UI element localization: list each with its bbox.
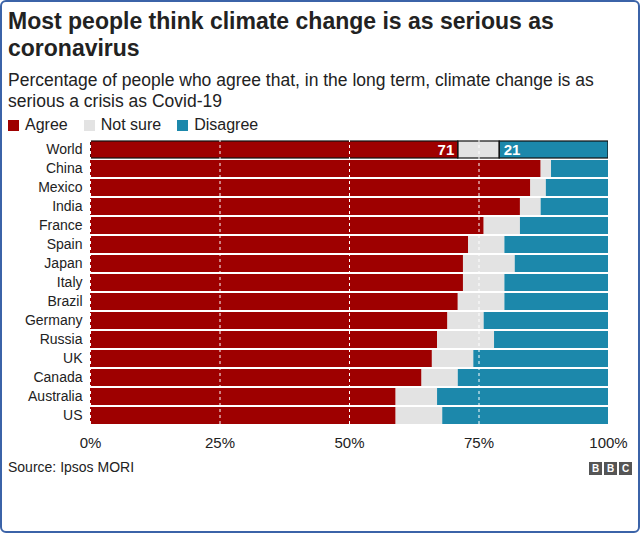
svg-text:21: 21: [504, 141, 521, 158]
svg-text:UK: UK: [63, 350, 83, 366]
svg-text:US: US: [63, 407, 82, 423]
svg-text:Australia: Australia: [28, 388, 83, 404]
svg-text:0%: 0%: [80, 434, 102, 451]
svg-text:Italy: Italy: [57, 274, 83, 290]
html-text:Most people think climate chan: Most people think climate change is as s…: [8, 8, 554, 61]
svg-text:Spain: Spain: [47, 236, 83, 252]
html-text:B: B: [591, 463, 600, 474]
svg-text:25%: 25%: [205, 434, 235, 451]
svg-text:100%: 100%: [589, 434, 627, 451]
svg-text:75%: 75%: [464, 434, 494, 451]
svg-text:World: World: [46, 141, 82, 157]
svg-text:Japan: Japan: [44, 255, 82, 271]
svg-text:Germany: Germany: [25, 312, 83, 328]
svg-text:Canada: Canada: [33, 369, 82, 385]
html-text:Not sure: Not sure: [100, 116, 162, 133]
html-text:Disagree: Disagree: [194, 116, 259, 133]
svg-text:China: China: [46, 160, 83, 176]
html-text:C: C: [621, 463, 630, 474]
svg-text:50%: 50%: [334, 434, 364, 451]
html-text:Percentage of people who agree: Percentage of people who agree that, in …: [8, 70, 594, 111]
html-text:Source: Ipsos MORI: Source: Ipsos MORI: [8, 459, 134, 475]
svg-text:Brazil: Brazil: [47, 293, 82, 309]
svg-text:71: 71: [438, 141, 455, 158]
svg-text:Mexico: Mexico: [38, 179, 83, 195]
svg-text:India: India: [52, 198, 83, 214]
svg-text:France: France: [39, 217, 83, 233]
svg-text:Russia: Russia: [40, 331, 83, 347]
html-text:Agree: Agree: [25, 116, 68, 133]
html-text:B: B: [606, 463, 615, 474]
